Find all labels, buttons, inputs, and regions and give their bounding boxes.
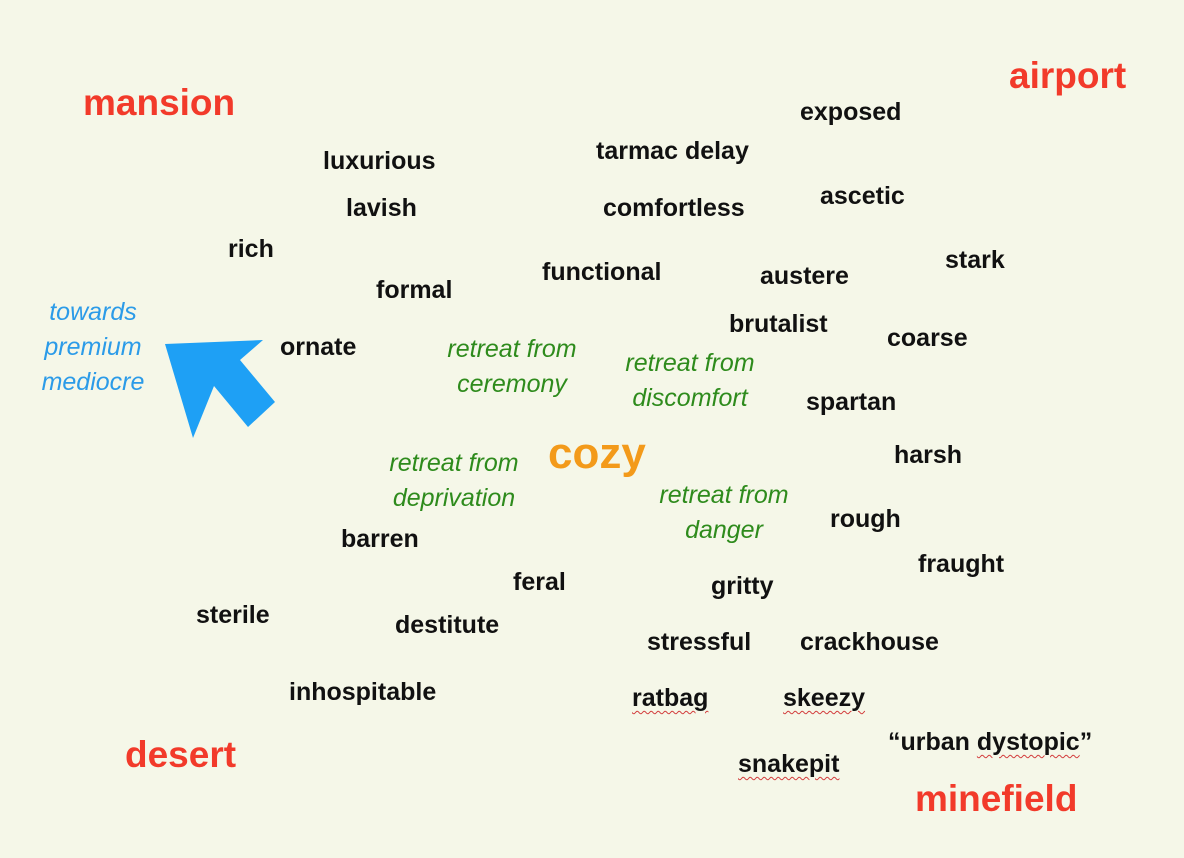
quote-close: ” <box>1079 728 1093 756</box>
retreat-line: retreat from <box>625 349 755 377</box>
corner-label-minefield: minefield <box>915 778 1078 819</box>
word-rich: rich <box>228 235 274 263</box>
retreat-line: retreat from <box>389 449 519 477</box>
word-stark: stark <box>945 246 1005 274</box>
arrow-up-left-icon <box>165 340 275 438</box>
retreat-line: retreat from <box>447 335 577 363</box>
word-formal: formal <box>376 276 453 304</box>
word-gritty: gritty <box>711 572 774 600</box>
word-exposed: exposed <box>800 98 902 126</box>
word-inhospitable: inhospitable <box>289 678 437 706</box>
word-ratbag: ratbag <box>632 684 709 712</box>
word-austere: austere <box>760 262 849 290</box>
word-stressful: stressful <box>647 628 752 656</box>
toward-line: mediocre <box>41 368 145 396</box>
corner-label-mansion: mansion <box>83 82 236 123</box>
arrow-shape <box>165 340 275 438</box>
retreat-line: ceremony <box>457 370 567 398</box>
word-rough: rough <box>830 505 901 533</box>
corner-label-desert: desert <box>125 734 237 775</box>
retreat-line: deprivation <box>392 484 516 512</box>
retreat-from-ceremony: retreat from ceremony <box>432 332 592 402</box>
word-barren: barren <box>341 525 419 553</box>
word-coarse: coarse <box>887 324 968 352</box>
word-sterile: sterile <box>196 601 270 629</box>
word-tarmac-delay: tarmac delay <box>596 137 749 165</box>
word-dystopic: dystopic <box>976 728 1080 756</box>
word-ascetic: ascetic <box>820 182 905 210</box>
word-crackhouse: crackhouse <box>800 628 939 656</box>
toward-line: premium <box>44 333 142 361</box>
retreat-line: discomfort <box>632 384 748 412</box>
retreat-from-discomfort: retreat from discomfort <box>610 346 770 416</box>
word-destitute: destitute <box>395 611 500 639</box>
word-functional: functional <box>542 258 662 286</box>
word-harsh: harsh <box>894 441 963 469</box>
word-urban-dystopic: “urban dystopic” <box>888 730 1092 755</box>
retreat-line: retreat from <box>659 481 789 509</box>
toward-line: towards <box>49 298 137 326</box>
corner-label-airport: airport <box>1009 55 1127 96</box>
word-feral: feral <box>513 568 566 596</box>
word-snakepit: snakepit <box>738 750 840 778</box>
center-word-cozy: cozy <box>548 429 646 478</box>
word-lavish: lavish <box>346 194 417 222</box>
retreat-line: danger <box>685 516 763 544</box>
word-brutalist: brutalist <box>729 310 828 338</box>
word-skeezy: skeezy <box>783 684 866 712</box>
word-fraught: fraught <box>918 550 1005 578</box>
word-spartan: spartan <box>806 388 897 416</box>
towards-premium-mediocre-label: towards premium mediocre <box>22 295 164 400</box>
retreat-from-deprivation: retreat from deprivation <box>374 446 534 516</box>
retreat-from-danger: retreat from danger <box>644 478 804 548</box>
word-comfortless: comfortless <box>603 194 745 222</box>
quote-open: “urban <box>888 728 977 756</box>
word-luxurious: luxurious <box>323 147 436 175</box>
word-ornate: ornate <box>280 333 357 361</box>
